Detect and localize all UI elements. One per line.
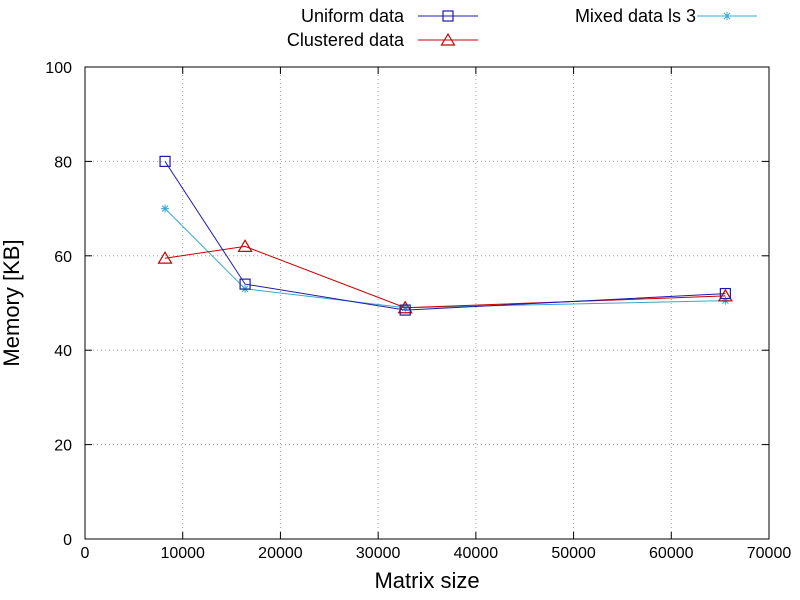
series-layer: [157, 155, 733, 316]
legend-label: Clustered data: [287, 30, 405, 50]
x-tick-label: 70000: [747, 545, 792, 562]
legend-entry: Uniform data: [301, 6, 478, 26]
series-line: [164, 161, 726, 311]
x-tick-label: 30000: [356, 545, 401, 562]
data-point: [161, 204, 170, 213]
data-point: [239, 278, 251, 290]
data-point: [717, 288, 733, 302]
x-tick-label: 10000: [160, 545, 205, 562]
legend-entry: Clustered data: [287, 30, 478, 50]
plot-frame: [84, 66, 770, 540]
legend-entry: Mixed data ls 3: [575, 6, 757, 26]
data-point: [397, 300, 413, 314]
legend-label: Mixed data ls 3: [575, 6, 696, 26]
series-1: [159, 155, 731, 316]
y-tick-label: 100: [45, 60, 72, 77]
legend-marker: [723, 12, 731, 20]
y-tick-label: 0: [63, 532, 72, 549]
legend-label: Uniform data: [301, 6, 405, 26]
legend-marker: [442, 10, 454, 22]
y-tick-label: 40: [54, 343, 72, 360]
series-line: [164, 208, 726, 309]
series-3: [161, 204, 730, 312]
x-tick-label: 20000: [258, 545, 303, 562]
data-point: [159, 155, 171, 167]
grid: [85, 67, 769, 539]
x-tick-label: 0: [81, 545, 90, 562]
legend: Uniform data Clustered data Mixed data ls …: [287, 6, 757, 50]
data-point: [157, 250, 173, 264]
data-point: [719, 287, 731, 300]
data-point: [399, 304, 411, 316]
x-axis-label: Matrix size: [374, 568, 479, 593]
y-axis-label: Memory [KB]: [0, 239, 24, 366]
x-tick-label: 60000: [649, 545, 694, 562]
y-tick-label: 80: [54, 154, 72, 171]
data-point: [237, 239, 253, 252]
x-tick-label: 40000: [454, 545, 499, 562]
x-tick-label: 50000: [551, 545, 596, 562]
y-tick-label: 60: [54, 249, 72, 266]
legend-marker: [440, 32, 456, 46]
axis-ticks: 0 20 40 60 80 100 0 10000 20000 30000 40000 50000 60…: [45, 60, 791, 562]
y-tick-label: 20: [54, 438, 72, 455]
